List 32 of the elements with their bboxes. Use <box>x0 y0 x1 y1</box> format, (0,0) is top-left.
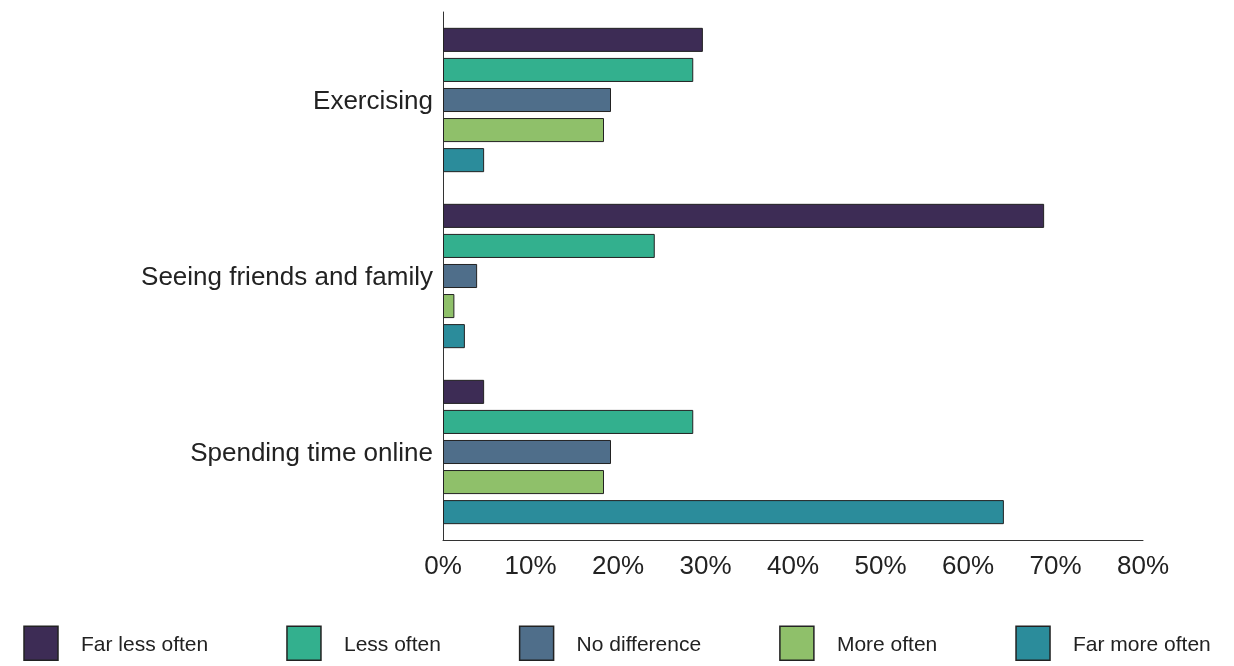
y-tick-label: Exercising <box>313 85 433 115</box>
x-tick-label: 80% <box>1116 550 1170 580</box>
bar <box>443 118 604 143</box>
x-tick-label: 60% <box>941 550 995 580</box>
bar <box>443 57 694 82</box>
bar <box>443 27 703 52</box>
bar <box>443 87 611 113</box>
bar <box>443 409 694 434</box>
bar <box>443 500 1004 525</box>
x-tick-label: 30% <box>679 550 732 580</box>
bar <box>443 203 1045 228</box>
legend-label: More often <box>836 631 938 655</box>
bar <box>443 379 485 404</box>
bar <box>443 324 465 349</box>
x-tick-label: 10% <box>504 550 557 580</box>
y-tick-label: Spending time online <box>190 437 433 467</box>
legend-label: Less often <box>343 631 441 655</box>
legend-label: Far less often <box>81 631 209 655</box>
bar <box>443 294 455 319</box>
bar <box>443 263 478 289</box>
bar <box>443 233 655 258</box>
bar <box>443 148 485 173</box>
bar <box>443 470 604 495</box>
x-tick-label: 40% <box>766 550 820 580</box>
x-tick-label: 50% <box>854 550 907 580</box>
legend-label: No difference <box>576 631 702 655</box>
y-tick-label: Seeing friends and family <box>141 261 433 291</box>
x-tick-label: 0% <box>424 550 462 580</box>
bar <box>443 439 611 465</box>
legend-label: Far more often <box>1073 631 1211 655</box>
x-tick-label: 70% <box>1029 550 1082 580</box>
x-tick-label: 20% <box>591 550 645 580</box>
